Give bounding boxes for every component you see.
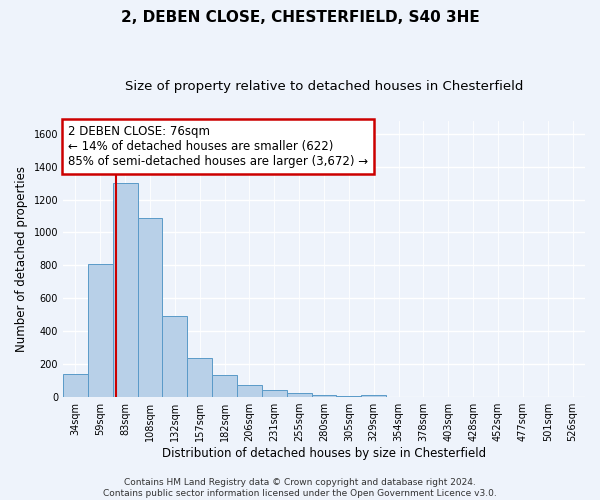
Bar (137, 218, 163, 397)
Bar (337, 396, 361, 397)
Bar (88, 264, 113, 397)
Text: 2, DEBEN CLOSE, CHESTERFIELD, S40 3HE: 2, DEBEN CLOSE, CHESTERFIELD, S40 3HE (121, 10, 479, 25)
Bar (113, 183, 137, 397)
X-axis label: Distribution of detached houses by size in Chesterfield: Distribution of detached houses by size … (162, 447, 486, 460)
Y-axis label: Number of detached properties: Number of detached properties (15, 166, 28, 352)
Bar (163, 316, 187, 397)
Bar (287, 394, 311, 397)
Bar (63, 374, 88, 397)
Bar (187, 358, 212, 397)
Text: 2 DEBEN CLOSE: 76sqm
← 14% of detached houses are smaller (622)
85% of semi-deta: 2 DEBEN CLOSE: 76sqm ← 14% of detached h… (68, 124, 368, 168)
Title: Size of property relative to detached houses in Chesterfield: Size of property relative to detached ho… (125, 80, 523, 93)
Bar (311, 395, 337, 397)
Bar (361, 395, 386, 397)
Bar (262, 390, 287, 397)
Text: Contains HM Land Registry data © Crown copyright and database right 2024.
Contai: Contains HM Land Registry data © Crown c… (103, 478, 497, 498)
Bar (212, 375, 237, 397)
Bar (237, 384, 262, 397)
